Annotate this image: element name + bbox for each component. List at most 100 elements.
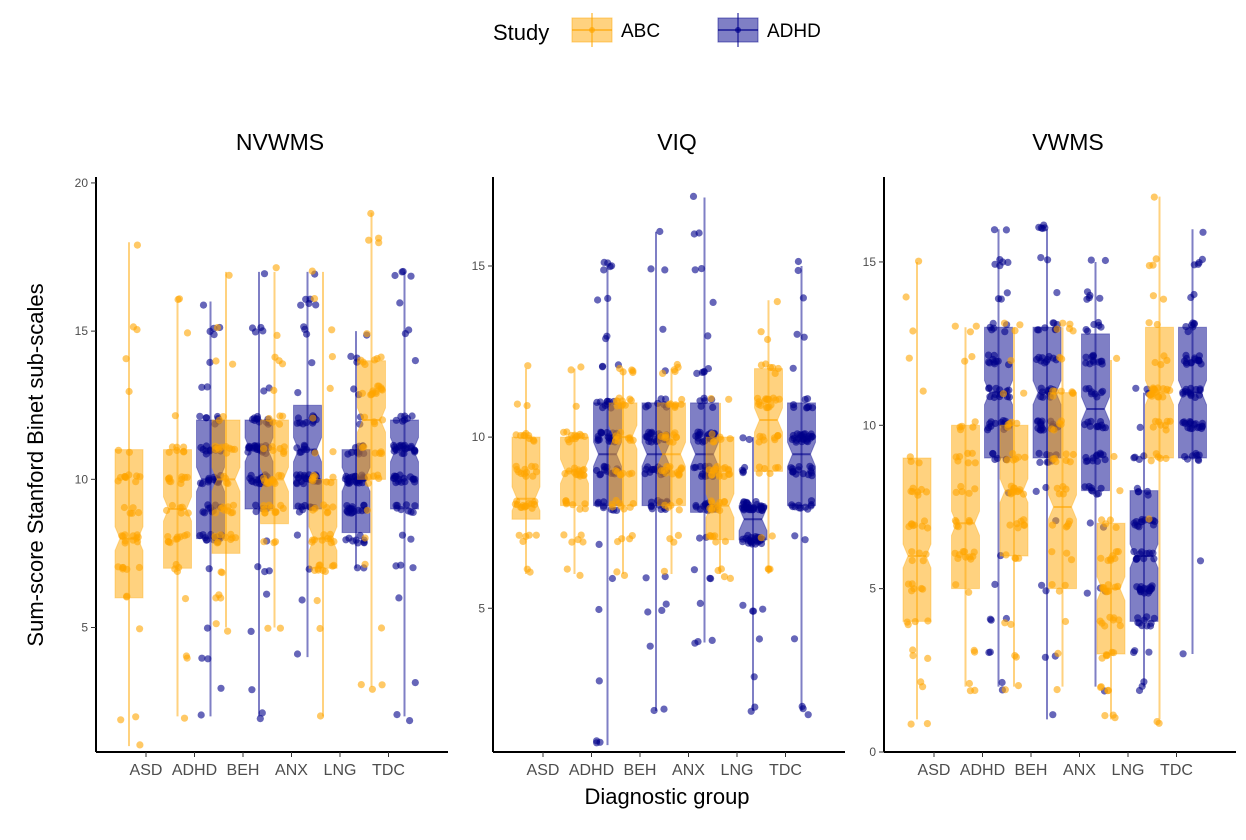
data-point (774, 463, 782, 472)
data-point (1020, 521, 1028, 530)
data-point (954, 523, 962, 531)
data-point (1130, 519, 1138, 527)
data-point (699, 438, 707, 446)
data-point (1096, 418, 1105, 426)
data-point (1093, 393, 1101, 401)
data-point (1199, 228, 1207, 236)
data-point (1135, 488, 1143, 496)
data-point (1061, 617, 1070, 626)
data-point (711, 465, 719, 473)
data-point (629, 500, 637, 508)
x-tick-label: ASD (918, 762, 951, 779)
data-point (256, 715, 264, 723)
data-point (129, 323, 137, 331)
data-point (257, 323, 265, 332)
data-point (1116, 487, 1124, 495)
data-point (759, 605, 767, 613)
data-point (204, 655, 212, 663)
data-point (642, 574, 650, 582)
data-point (642, 403, 650, 411)
data-point (563, 428, 571, 436)
data-point (922, 550, 930, 558)
data-point (270, 386, 278, 394)
data-point (203, 383, 211, 391)
data-point (1003, 456, 1011, 464)
data-point (294, 389, 302, 397)
data-point (991, 580, 999, 589)
data-point (725, 395, 733, 403)
data-point (400, 474, 408, 482)
data-point (205, 474, 213, 482)
data-point (799, 294, 808, 302)
data-point (1084, 457, 1092, 465)
data-point (907, 520, 915, 528)
data-point (1155, 719, 1163, 727)
data-point (397, 412, 405, 420)
data-point (213, 539, 221, 547)
box-adhd-abc (560, 363, 589, 580)
data-point (662, 431, 670, 439)
data-point (648, 505, 656, 513)
data-point (755, 635, 764, 643)
data-point (409, 564, 417, 572)
data-point (298, 596, 306, 604)
data-point (1003, 289, 1011, 297)
data-point (594, 296, 602, 304)
data-point (352, 536, 360, 544)
data-point (747, 537, 755, 545)
x-tick-label: TDC (1160, 762, 1193, 779)
data-point (224, 479, 232, 488)
data-point (671, 367, 679, 376)
data-point (393, 711, 401, 719)
box-body (390, 419, 419, 510)
data-point (774, 432, 782, 440)
data-point (531, 463, 539, 471)
data-point (603, 429, 611, 437)
data-point (1002, 551, 1010, 559)
data-point (1042, 483, 1050, 492)
data-point (561, 470, 569, 478)
data-point (1007, 620, 1015, 629)
data-point (594, 498, 603, 506)
data-point (700, 394, 708, 402)
data-point (411, 502, 419, 510)
data-point (249, 478, 257, 486)
data-point (739, 601, 747, 609)
data-point (1195, 259, 1203, 267)
data-point (971, 459, 979, 467)
data-point (596, 398, 604, 406)
data-point (513, 400, 522, 408)
data-point (1037, 254, 1045, 262)
x-tick-label: LNG (721, 762, 754, 779)
data-point (708, 471, 716, 479)
data-point (1057, 420, 1065, 428)
data-point (163, 506, 171, 515)
data-point (754, 400, 763, 408)
data-point (757, 361, 766, 369)
data-point (180, 714, 189, 722)
data-point (726, 574, 735, 583)
data-point (1007, 489, 1015, 497)
box-adhd-abc (163, 295, 192, 722)
data-point (528, 500, 536, 508)
data-point (997, 295, 1005, 303)
data-point (952, 581, 960, 589)
data-point (1096, 450, 1105, 459)
data-point (771, 369, 779, 377)
data-point (773, 298, 781, 306)
data-point (320, 531, 328, 539)
data-point (659, 325, 667, 333)
data-point (358, 389, 366, 397)
data-point (1045, 352, 1053, 361)
data-point (994, 357, 1002, 365)
data-point (971, 418, 979, 426)
box-beh-abc (211, 271, 241, 635)
y-tick-label: 10 (75, 472, 89, 486)
data-point (917, 485, 926, 494)
data-point (301, 501, 309, 510)
data-point (740, 499, 748, 507)
data-point (1152, 450, 1160, 458)
data-point (121, 531, 129, 539)
data-point (407, 535, 415, 543)
data-point (320, 501, 328, 509)
